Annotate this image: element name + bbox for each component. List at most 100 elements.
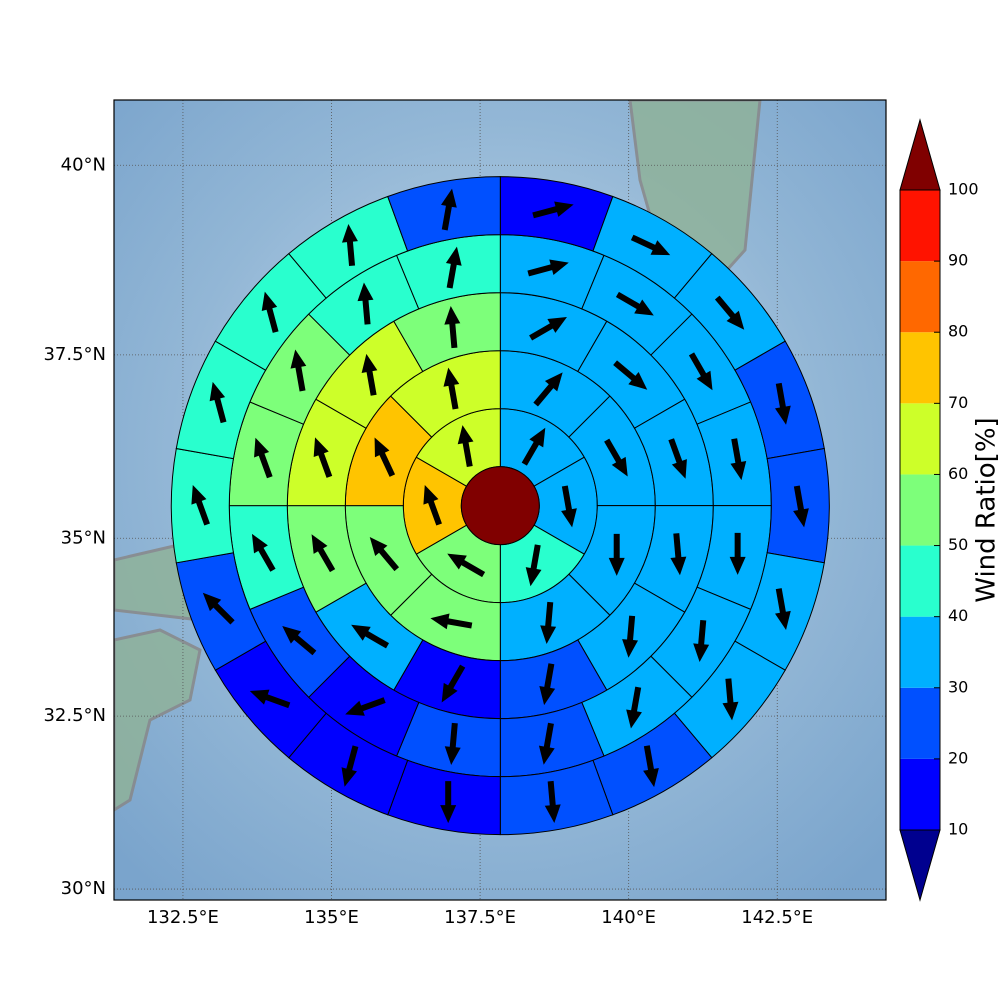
wind-arrow [445, 246, 462, 289]
wind-arrow [374, 437, 396, 477]
colorbar-over [899, 118, 941, 191]
wind-arrow [688, 352, 713, 391]
wind-arrow [532, 201, 574, 219]
wind-arrow [775, 588, 791, 630]
wind-arrow [525, 544, 542, 587]
wind-arrow [793, 485, 809, 528]
wind-arrow [730, 438, 747, 481]
wind-arrow [544, 780, 561, 824]
wind-arrow [539, 663, 556, 706]
wind-arrow [254, 437, 273, 479]
arrows [191, 188, 809, 824]
wind-arrow [441, 664, 466, 703]
colorbar-frame [899, 189, 941, 831]
colorbar-tick-label: 50 [948, 535, 968, 554]
y-tick-label: 37.5°N [43, 344, 106, 365]
wind-arrow [443, 367, 460, 410]
wind-arrow [643, 745, 659, 788]
colorbar-under [899, 829, 941, 902]
colorbar-tick-label: 40 [948, 606, 968, 625]
y-tick-label: 32.5°N [43, 705, 106, 726]
wind-arrow [290, 349, 307, 392]
colorbar-tick-label: 90 [948, 251, 968, 270]
wind-arrow [693, 619, 710, 663]
colorbar-segment [900, 332, 940, 404]
sectors [170, 176, 830, 836]
wind-arrow [626, 686, 642, 729]
wind-arrow [615, 291, 654, 316]
wind-arrow [613, 360, 648, 390]
wind-arrow [282, 625, 317, 656]
x-tick-label: 140°E [601, 907, 656, 928]
sector [387, 176, 501, 252]
x-tick-label: 132.5°E [147, 907, 219, 928]
colorbar-tick-label: 100 [948, 180, 979, 199]
colorbar-segment [900, 474, 940, 546]
wind-arrow [361, 353, 378, 396]
colorbar-tick-label: 10 [948, 820, 968, 839]
wind-arrow [722, 678, 739, 721]
colorbar-segment [900, 403, 940, 475]
wind-arrow [457, 425, 474, 468]
wind-arrow [341, 745, 359, 787]
colorbar-tick-label: 70 [948, 393, 968, 412]
wind-arrow [604, 438, 628, 477]
colorbar-segment [900, 545, 940, 617]
y-tick-label: 35°N [61, 527, 106, 548]
center-circle [460, 466, 540, 546]
colorbar-segment [900, 616, 940, 688]
wind-arrow [533, 372, 563, 407]
wind-arrow [608, 533, 625, 576]
wind-arrow [447, 553, 486, 578]
colorbar-segment [900, 190, 940, 262]
wind-arrow [561, 485, 577, 528]
colorbar-tick-label: 20 [948, 748, 968, 767]
wind-arrow [357, 282, 374, 325]
wind-arrow [311, 534, 336, 573]
wind-arrow [313, 437, 333, 478]
wind-arrow [714, 295, 745, 330]
wind-arrow [261, 291, 279, 333]
wind-arrow [251, 533, 276, 572]
wind-arrow [249, 689, 291, 709]
colorbar-tick-label: 80 [948, 322, 968, 341]
wind-arrow [444, 722, 461, 765]
colorbar-segment [900, 758, 940, 830]
wind-arrow [729, 532, 746, 575]
wind-arrow [351, 624, 390, 649]
wind-arrow [529, 316, 567, 341]
x-tick-label: 135°E [304, 907, 359, 928]
wind-arrow [670, 533, 687, 576]
colorbar-segment [900, 687, 940, 759]
wind-arrow [369, 537, 400, 572]
colorbar: 10 20 30 40 50 60 70 80 90 100 [899, 118, 979, 902]
wind-arrow [668, 438, 687, 479]
x-tick-label: 142.5°E [741, 907, 813, 928]
ticks: 132.5°E 135°E 137.5°E 140°E 142.5°E 30°N 32.5°… [43, 154, 813, 928]
x-tick-label: 137.5°E [444, 907, 516, 928]
wind-arrow [209, 381, 227, 424]
wind-arrow [191, 485, 210, 526]
wind-arrow [521, 427, 546, 466]
y-tick-label: 30°N [61, 878, 106, 899]
colorbar-tick-label: 60 [948, 464, 968, 483]
wind-arrow [423, 485, 442, 526]
plot-frame [113, 99, 887, 901]
wind-arrow [775, 382, 791, 425]
wind-arrow [202, 592, 235, 625]
colorbar-segment [900, 261, 940, 333]
wind-arrow [540, 601, 557, 644]
wind-arrow [440, 781, 457, 824]
wind-arrow [444, 306, 461, 349]
wind-arrow [527, 259, 569, 277]
wind-arrow [430, 613, 473, 630]
wind-arrow [345, 697, 386, 716]
y-tick-label: 40°N [61, 154, 106, 175]
wind-arrow [622, 615, 639, 658]
wind-arrow [630, 234, 671, 256]
colorbar-label: Wind Ratio[%] [972, 417, 1000, 602]
wind-arrow [441, 188, 457, 231]
colorbar-tick-label: 30 [948, 677, 968, 696]
wind-arrow [341, 223, 358, 267]
